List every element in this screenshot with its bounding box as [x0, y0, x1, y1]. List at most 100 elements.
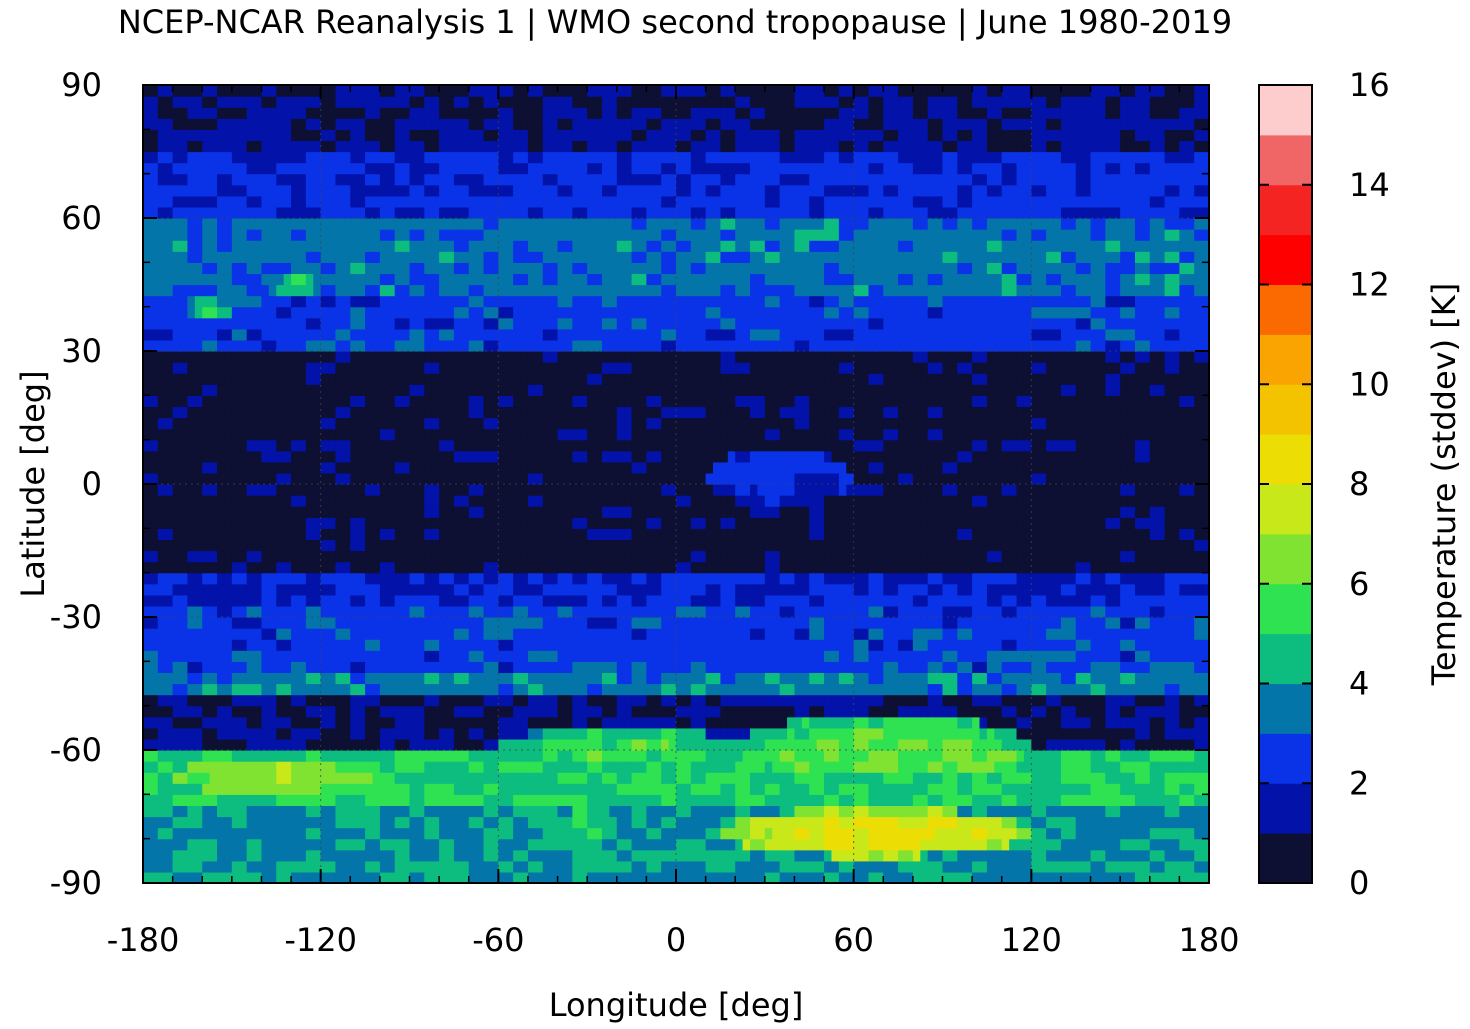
heatmap-cell	[1186, 750, 1195, 762]
heatmap-cell	[1083, 805, 1092, 818]
heatmap-cell	[276, 528, 285, 541]
heatmap-cell	[446, 561, 455, 574]
heatmap-cell	[1023, 605, 1032, 618]
heatmap-cell	[165, 794, 174, 807]
heatmap-cell	[986, 694, 995, 707]
heatmap-cell	[979, 617, 988, 629]
heatmap-cell	[1046, 672, 1055, 685]
heatmap-cell	[949, 594, 958, 607]
heatmap-cell	[883, 761, 892, 773]
heatmap-cell	[875, 860, 884, 873]
heatmap-cell	[1001, 727, 1010, 740]
heatmap-cell	[713, 639, 722, 651]
heatmap-cell	[609, 761, 618, 773]
heatmap-cell	[609, 605, 618, 618]
heatmap-cell	[986, 738, 995, 751]
heatmap-cell	[942, 661, 951, 674]
heatmap-cell	[986, 628, 995, 640]
heatmap-cell	[1201, 539, 1209, 552]
heatmap-cell	[1046, 661, 1055, 674]
heatmap-cell	[720, 539, 729, 552]
heatmap-cell	[705, 716, 714, 729]
heatmap-cell	[986, 561, 995, 574]
heatmap-cell	[246, 617, 255, 629]
heatmap-cell	[683, 561, 692, 574]
heatmap-cell	[194, 750, 203, 762]
heatmap-cell	[698, 639, 707, 651]
heatmap-cell	[1201, 550, 1209, 563]
heatmap-cell	[949, 583, 958, 596]
heatmap-cell	[816, 750, 825, 762]
heatmap-cell	[653, 495, 662, 507]
heatmap-cell	[416, 572, 425, 585]
heatmap-cell	[453, 694, 462, 707]
heatmap-cell	[379, 583, 388, 596]
heatmap-cell	[735, 495, 744, 507]
heatmap-cell	[268, 783, 277, 795]
heatmap-cell	[490, 583, 499, 596]
heatmap-cell	[935, 572, 944, 585]
heatmap-cell	[631, 705, 640, 718]
heatmap-cell	[1053, 572, 1062, 585]
heatmap-cell	[661, 617, 670, 629]
heatmap-cell	[935, 761, 944, 773]
heatmap-cell	[631, 528, 640, 541]
heatmap-cell	[276, 705, 285, 718]
heatmap-cell	[387, 539, 396, 552]
heatmap-cell	[1038, 716, 1047, 729]
heatmap-cell	[527, 617, 536, 629]
heatmap-cell	[601, 572, 610, 585]
heatmap-cell	[957, 550, 966, 563]
heatmap-cell	[601, 794, 610, 807]
heatmap-cell	[846, 672, 855, 685]
heatmap-cell	[824, 561, 833, 574]
heatmap-cell	[550, 528, 559, 541]
heatmap-cell	[1097, 783, 1106, 795]
heatmap-cell	[187, 727, 196, 740]
heatmap-cell	[735, 738, 744, 751]
heatmap-cell	[927, 705, 936, 718]
heatmap-cell	[431, 816, 440, 829]
heatmap-cell	[631, 805, 640, 818]
heatmap-cell	[550, 794, 559, 807]
heatmap-cell	[935, 838, 944, 851]
heatmap-cell	[764, 517, 773, 529]
heatmap-cell	[720, 761, 729, 773]
heatmap-cell	[194, 871, 203, 883]
heatmap-plot-area	[143, 85, 1209, 883]
heatmap-cell	[920, 672, 929, 685]
heatmap-cell	[816, 738, 825, 751]
heatmap-cell	[846, 750, 855, 762]
heatmap-cell	[957, 827, 966, 840]
heatmap-cell	[520, 539, 529, 552]
heatmap-cell	[143, 772, 152, 784]
heatmap-cell	[787, 572, 796, 585]
heatmap-cell	[1038, 617, 1047, 629]
heatmap-cell	[772, 539, 781, 552]
heatmap-cell	[313, 617, 322, 629]
heatmap-cell	[424, 738, 433, 751]
heatmap-cell	[964, 694, 973, 707]
heatmap-cell	[890, 727, 899, 740]
heatmap-cell	[868, 650, 877, 662]
heatmap-cell	[320, 561, 329, 574]
heatmap-cell	[231, 783, 240, 795]
heatmap-cell	[587, 849, 596, 862]
heatmap-cell	[357, 772, 366, 784]
heatmap-cell	[180, 772, 189, 784]
heatmap-cell	[483, 650, 492, 662]
heatmap-cell	[927, 506, 936, 518]
heatmap-cell	[328, 572, 337, 585]
heatmap-cell	[772, 572, 781, 585]
heatmap-cell	[172, 805, 181, 818]
heatmap-cell	[587, 528, 596, 541]
heatmap-cell	[1097, 772, 1106, 784]
heatmap-cell	[453, 716, 462, 729]
heatmap-cell	[431, 506, 440, 518]
heatmap-cell	[927, 849, 936, 862]
heatmap-cell	[476, 738, 485, 751]
heatmap-cell	[1001, 594, 1010, 607]
heatmap-cell	[1031, 838, 1040, 851]
heatmap-cell	[261, 871, 270, 883]
heatmap-cell	[202, 794, 211, 807]
